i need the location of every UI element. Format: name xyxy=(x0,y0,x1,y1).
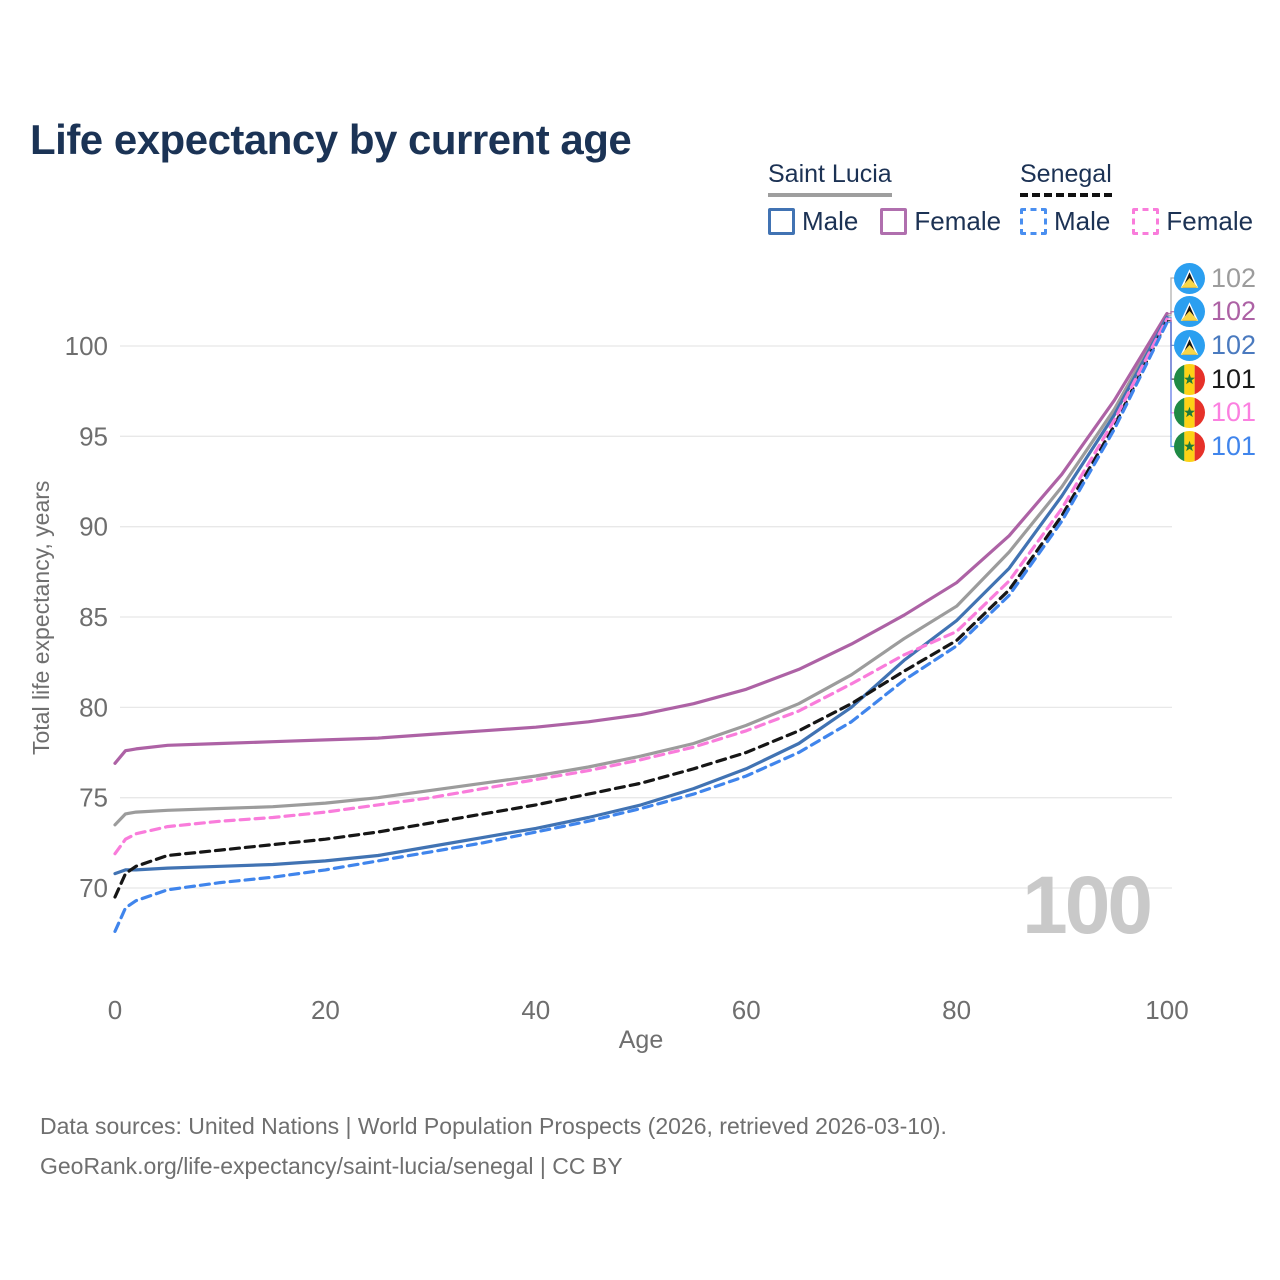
series-line-senegal-total xyxy=(113,319,1169,899)
leader-line-senegal-male xyxy=(1167,321,1175,448)
series-line-senegal-female xyxy=(113,317,1169,856)
page-title: Life expectancy by current age xyxy=(30,116,632,164)
legend-group-senegal: Senegal Male Female xyxy=(1020,160,1275,237)
footer: Data sources: United Nations | World Pop… xyxy=(40,1106,947,1186)
age-watermark: 100 xyxy=(1022,860,1153,951)
x-tick-label: 80 xyxy=(942,995,971,1025)
x-tick-label: 40 xyxy=(521,995,550,1025)
saint-lucia-flag-icon xyxy=(1174,262,1205,294)
leader-line-saint-lucia-total xyxy=(1167,277,1175,316)
series-line-saint-lucia-male xyxy=(113,315,1169,876)
legend-checkbox-female[interactable] xyxy=(1132,208,1160,235)
end-label-row-saint-lucia-male: 102 xyxy=(1174,328,1256,362)
end-label-value: 101 xyxy=(1211,431,1257,461)
legend-country-label: Saint Lucia xyxy=(768,160,892,197)
senegal-flag-icon xyxy=(1174,431,1205,462)
end-label-row-saint-lucia-female: 102 xyxy=(1174,295,1256,329)
legend-item-saint-lucia-male[interactable]: Male xyxy=(768,206,858,237)
y-tick-label: 90 xyxy=(79,512,108,542)
legend-item-senegal-female[interactable]: Female xyxy=(1132,206,1253,237)
end-label-row-senegal-total: 101 xyxy=(1174,362,1256,396)
legend-group-saint-lucia: Saint Lucia Male Female xyxy=(768,160,1023,237)
saint-lucia-flag-icon xyxy=(1174,296,1205,328)
end-label-row-saint-lucia-total: 102 xyxy=(1174,261,1256,295)
end-label-value: 101 xyxy=(1211,363,1257,394)
legend-checkbox-female[interactable] xyxy=(880,208,908,235)
series-line-senegal-male xyxy=(113,320,1169,934)
y-axis-title: Total life expectancy, years xyxy=(28,480,54,756)
series-line-saint-lucia-female xyxy=(113,311,1169,765)
legend-country-label: Senegal xyxy=(1020,160,1112,197)
legend-items: Male Female xyxy=(1020,206,1275,237)
legend-items: Male Female xyxy=(768,206,1023,237)
end-label-value: 102 xyxy=(1211,262,1257,293)
legend: Saint Lucia Male Female Senegal Male Female xyxy=(0,160,1280,250)
legend-item-label: Female xyxy=(1166,206,1254,236)
legend-checkbox-male[interactable] xyxy=(768,208,795,235)
end-label-value: 101 xyxy=(1211,397,1257,428)
senegal-flag-icon xyxy=(1174,397,1205,429)
end-label-value: 102 xyxy=(1211,296,1257,327)
y-tick-label: 95 xyxy=(79,421,108,451)
y-tick-label: 85 xyxy=(79,602,108,632)
senegal-flag-icon xyxy=(1174,363,1205,395)
footer-attribution: GeoRank.org/life-expectancy/saint-lucia/… xyxy=(40,1153,623,1179)
legend-item-senegal-male[interactable]: Male xyxy=(1020,206,1110,237)
end-label-row-senegal-female: 101 xyxy=(1174,396,1256,430)
legend-item-label: Male xyxy=(1054,206,1111,236)
x-tick-label: 0 xyxy=(108,995,122,1025)
x-tick-label: 100 xyxy=(1145,995,1188,1025)
end-label-value: 102 xyxy=(1211,329,1257,360)
y-tick-label: 75 xyxy=(79,783,108,813)
y-tick-label: 80 xyxy=(79,692,108,722)
footer-data-sources: Data sources: United Nations | World Pop… xyxy=(40,1113,947,1139)
legend-item-label: Male xyxy=(802,206,859,236)
leader-line-saint-lucia-female xyxy=(1167,311,1175,315)
x-axis-title: Age xyxy=(618,1026,664,1054)
y-tick-label: 70 xyxy=(79,873,108,903)
x-tick-label: 60 xyxy=(732,995,761,1025)
legend-checkbox-male[interactable] xyxy=(1020,208,1047,235)
x-tick-label: 20 xyxy=(311,995,340,1025)
legend-item-label: Female xyxy=(914,206,1002,236)
end-label-row-senegal-male: 101 xyxy=(1174,430,1256,464)
series-line-saint-lucia-total xyxy=(113,313,1169,827)
y-tick-label: 100 xyxy=(65,331,108,361)
legend-item-saint-lucia-female[interactable]: Female xyxy=(880,206,1001,237)
saint-lucia-flag-icon xyxy=(1174,329,1205,361)
